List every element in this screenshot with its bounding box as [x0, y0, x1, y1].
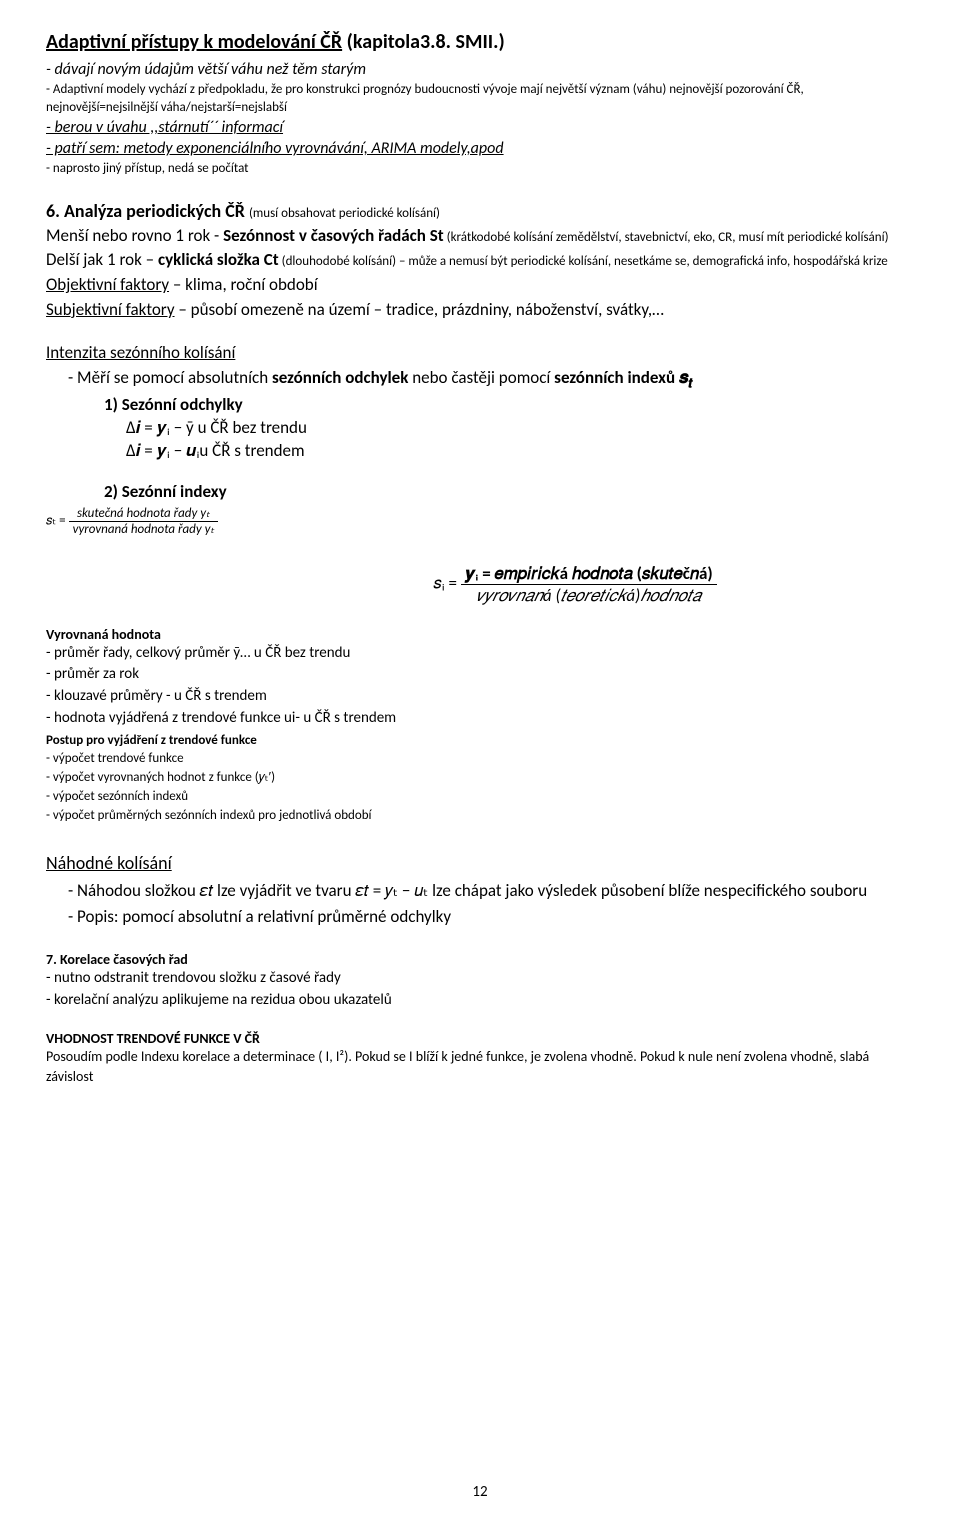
section-7-heading: 7. Korelace časových řad	[46, 951, 914, 968]
title-rest: (kapitola3.8. SMII.)	[342, 30, 505, 54]
adaptive-p1: - Adaptivní modely vychází z předpokladu…	[46, 81, 914, 116]
formula-1: Δ𝒊 = 𝒚ᵢ − ȳ u ČŘ bez trendu	[46, 417, 914, 438]
adaptive-p2: - naprosto jiný přístup, nedá se počítat	[46, 160, 914, 178]
vh-2: - průměr za rok	[46, 664, 914, 686]
document-page: Adaptivní přístupy k modelování ČŘ (kapi…	[0, 0, 960, 1525]
body-line-1: Menší nebo rovno 1 rok - Sezónnost v čas…	[46, 224, 914, 249]
objective-line: Objektivní faktory – klima, roční období	[46, 273, 914, 298]
num-1: 1) Sezónní odchylky	[46, 394, 914, 415]
h7-2: - korelační analýzu aplikujeme na rezidu…	[46, 990, 914, 1012]
intensity-desc: - Měří se pomocí absolutních sezónních o…	[46, 367, 914, 391]
vh-3: - klouzavé průměry - u ČŘ s trendem	[46, 686, 914, 708]
post-2: - výpočet vyrovnaných hodnot z funkce (𝑦…	[46, 769, 914, 788]
h7-1: - nutno odstranit trendovou složku z čas…	[46, 968, 914, 990]
si-formula: 𝑠ᵢ = 𝒚ᵢ = 𝑒𝑚𝑝𝑖𝑟𝑖𝑐𝑘á ℎ𝑜𝑑𝑛𝑜𝑡𝑎 (𝑠𝑘𝑢𝑡𝑒č𝑛á)𝑣𝑦…	[236, 563, 914, 606]
body-line-2: Delší jak 1 rok – cyklická složka Ct (dl…	[46, 248, 914, 273]
vhodnost-text: Posoudím podle Indexu korelace a determi…	[46, 1047, 914, 1088]
adaptive-u2: - patří sem: metody exponenciálního vyro…	[46, 139, 914, 158]
section-6-heading: 6. Analýza periodických ČŘ (musí obsahov…	[46, 200, 914, 222]
vyrovnana-heading: Vyrovnaná hodnota	[46, 626, 914, 643]
intensity-heading: Intenzita sezónního kolísání	[46, 342, 914, 363]
postup-heading: Postup pro vyjádření z trendové funkce	[46, 732, 914, 751]
h6-text: 6. Analýza periodických ČŘ	[46, 200, 249, 222]
post-3: - výpočet sezónních indexů	[46, 788, 914, 807]
formula-2: Δ𝒊 = 𝒚ᵢ − 𝒖ᵢu ČŘ s trendem	[46, 440, 914, 461]
random-heading: Náhodné kolísání	[46, 852, 914, 874]
page-number: 12	[0, 1483, 960, 1501]
adaptive-u1: - berou v úvahu ,,stárnutí´´ informací	[46, 118, 914, 137]
h6-paren: (musí obsahovat periodické kolísání)	[249, 206, 440, 221]
title-underlined: Adaptivní přístupy k modelování ČŘ	[46, 30, 342, 54]
nk-2: - Popis: pomocí absolutní a relativní pr…	[46, 906, 914, 927]
page-title: Adaptivní přístupy k modelování ČŘ (kapi…	[46, 30, 914, 54]
subjective-line: Subjektivní faktory – působí omezeně na …	[46, 298, 914, 323]
vh-1: - průměr řady, celkový průměr ȳ… u ČŘ be…	[46, 643, 914, 665]
post-1: - výpočet trendové funkce	[46, 750, 914, 769]
vh-4: - hodnota vyjádřená z trendové funkce ui…	[46, 708, 914, 730]
num-2: 2) Sezónní indexy	[46, 481, 914, 502]
vhodnost-heading: VHODNOST TRENDOVÉ FUNKCE V ČŘ	[46, 1030, 914, 1047]
nk-1: - Náhodou složkou 𝜀𝑡 lze vyjádřit ve tva…	[46, 878, 914, 904]
st-formula: 𝑠ₜ = skutečná hodnota řady yₜvyrovnaná h…	[46, 506, 914, 537]
post-4: - výpočet průměrných sezónních indexů pr…	[46, 807, 914, 826]
lead-line: - dávají novým údajům větší váhu než těm…	[46, 60, 914, 79]
